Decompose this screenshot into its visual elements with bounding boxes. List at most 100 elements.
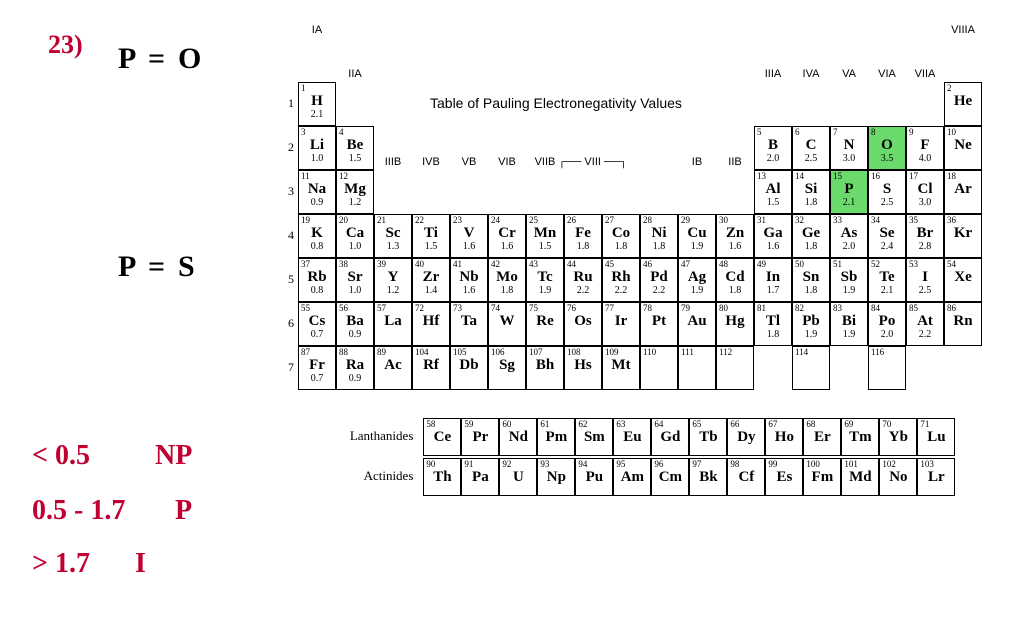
electronegativity-value: 3.5	[869, 153, 905, 165]
element-cell-Ta: 73Ta	[450, 302, 488, 346]
electronegativity-value: 0.8	[299, 285, 335, 297]
atomic-number: 78	[641, 303, 677, 313]
element-cell-Au: 79Au	[678, 302, 716, 346]
element-cell-I: 53I2.5	[906, 258, 944, 302]
element-symbol: H	[299, 93, 335, 109]
element-symbol: Hf	[413, 313, 449, 329]
group-label: VIIA	[906, 68, 944, 80]
element-cell-Zr: 40Zr1.4	[412, 258, 450, 302]
atomic-number: 18	[945, 171, 981, 181]
element-cell-Db: 105Db	[450, 346, 488, 390]
atomic-number: 62	[576, 419, 612, 429]
element-symbol: Cl	[907, 181, 943, 197]
element-cell-Al: 13Al1.5	[754, 170, 792, 214]
element-cell-Ne: 10Ne	[944, 126, 982, 170]
element-symbol: Ne	[945, 137, 981, 153]
atomic-number: 54	[945, 259, 981, 269]
element-symbol: Hg	[717, 313, 753, 329]
atomic-number: 34	[869, 215, 905, 225]
atomic-number: 82	[793, 303, 829, 313]
atomic-number: 99	[766, 459, 802, 469]
atomic-number: 42	[489, 259, 525, 269]
atomic-number: 93	[538, 459, 574, 469]
atomic-number: 31	[755, 215, 791, 225]
atomic-number: 46	[641, 259, 677, 269]
element-symbol: Se	[869, 225, 905, 241]
element-symbol: Ni	[641, 225, 677, 241]
element-symbol: Bh	[527, 357, 563, 373]
eq2-left: P	[118, 250, 136, 284]
element-symbol: Md	[842, 469, 878, 485]
element-symbol: Nb	[451, 269, 487, 285]
atomic-number: 74	[489, 303, 525, 313]
element-symbol: Tb	[690, 429, 726, 445]
element-cell-Cf: 98Cf	[727, 458, 765, 496]
element-symbol: Am	[614, 469, 650, 485]
atomic-number: 90	[424, 459, 460, 469]
element-cell-Fr: 87Fr0.7	[298, 346, 336, 390]
atomic-number: 48	[717, 259, 753, 269]
atomic-number: 14	[793, 171, 829, 181]
atomic-number: 102	[880, 459, 916, 469]
atomic-number: 56	[337, 303, 373, 313]
element-symbol: In	[755, 269, 791, 285]
group-label: IIIA	[754, 68, 792, 80]
electronegativity-value: 1.8	[793, 285, 829, 297]
group-label: IA	[298, 24, 336, 36]
element-symbol: Zn	[717, 225, 753, 241]
atomic-number: 95	[614, 459, 650, 469]
element-cell-Co: 27Co1.8	[602, 214, 640, 258]
element-symbol: Ce	[424, 429, 460, 445]
element-cell-Ru: 44Ru2.2	[564, 258, 602, 302]
element-symbol: W	[489, 313, 525, 329]
eq1-left: P	[118, 42, 136, 76]
atomic-number: 104	[413, 347, 449, 357]
atomic-number: 24	[489, 215, 525, 225]
atomic-number: 12	[337, 171, 373, 181]
electronegativity-value: 1.6	[451, 241, 487, 253]
element-symbol: Mg	[337, 181, 373, 197]
element-symbol: Be	[337, 137, 373, 153]
electronegativity-value: 1.3	[375, 241, 411, 253]
element-cell-Sn: 50Sn1.8	[792, 258, 830, 302]
atomic-number: 7	[831, 127, 867, 137]
electronegativity-value: 0.7	[299, 329, 335, 341]
atomic-number: 107	[527, 347, 563, 357]
element-symbol: Ru	[565, 269, 601, 285]
element-cell-Ag: 47Ag1.9	[678, 258, 716, 302]
element-cell-Tl: 81Tl1.8	[754, 302, 792, 346]
group-label: IIIB	[374, 156, 412, 168]
element-symbol: Sn	[793, 269, 829, 285]
atomic-number: 21	[375, 215, 411, 225]
element-symbol: B	[755, 137, 791, 153]
element-cell-Bh: 107Bh	[526, 346, 564, 390]
atomic-number: 15	[831, 171, 867, 181]
element-symbol: Fr	[299, 357, 335, 373]
atomic-number: 86	[945, 303, 981, 313]
electronegativity-value: 1.9	[679, 285, 715, 297]
electronegativity-value: 2.5	[869, 197, 905, 209]
element-cell-Tb: 65Tb	[689, 418, 727, 456]
element-symbol: Ca	[337, 225, 373, 241]
element-symbol: Ge	[793, 225, 829, 241]
electronegativity-value: 1.6	[489, 241, 525, 253]
atomic-number: 116	[869, 347, 905, 357]
element-cell-116: 116	[868, 346, 906, 390]
element-symbol: Mn	[527, 225, 563, 241]
element-symbol: Rb	[299, 269, 335, 285]
element-symbol: Bk	[690, 469, 726, 485]
atomic-number: 30	[717, 215, 753, 225]
group-label: VIIIA	[944, 24, 982, 36]
element-cell-Pb: 82Pb1.9	[792, 302, 830, 346]
electronegativity-value: 1.9	[831, 285, 867, 297]
atomic-number: 45	[603, 259, 639, 269]
element-symbol: Co	[603, 225, 639, 241]
element-cell-Bk: 97Bk	[689, 458, 727, 496]
element-cell-Dy: 66Dy	[727, 418, 765, 456]
atomic-number: 19	[299, 215, 335, 225]
element-cell-Cu: 29Cu1.9	[678, 214, 716, 258]
element-symbol: Pt	[641, 313, 677, 329]
element-symbol: Pu	[576, 469, 612, 485]
element-symbol: Tl	[755, 313, 791, 329]
atomic-number: 13	[755, 171, 791, 181]
